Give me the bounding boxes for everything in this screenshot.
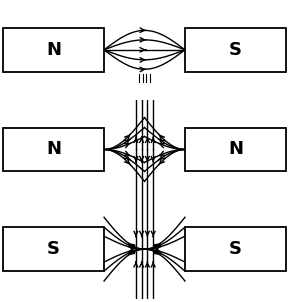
Text: N: N <box>228 140 243 159</box>
Bar <box>185 127 286 172</box>
Bar <box>3 227 104 271</box>
Text: N: N <box>46 41 61 59</box>
Text: S: S <box>229 41 242 59</box>
Bar <box>3 127 104 172</box>
Bar <box>185 28 286 72</box>
Text: S: S <box>47 240 60 258</box>
Bar <box>185 227 286 271</box>
Text: N: N <box>46 140 61 159</box>
Bar <box>3 28 104 72</box>
Text: S: S <box>229 240 242 258</box>
